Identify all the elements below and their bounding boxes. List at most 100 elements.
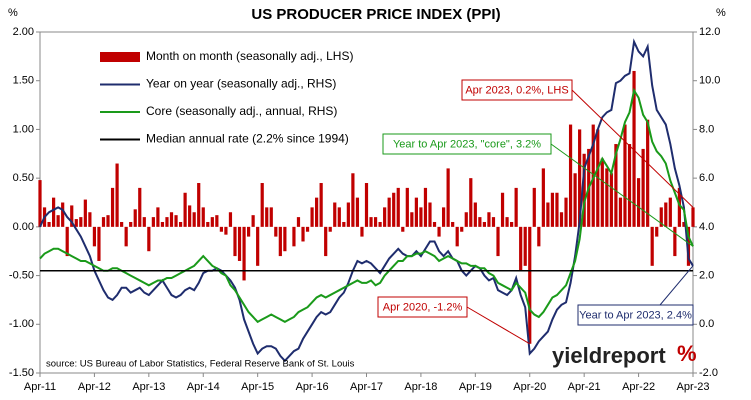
y-tick-label: 1.00 (13, 123, 34, 135)
y-tick-label: 0.50 (13, 172, 34, 184)
legend-swatch (100, 52, 140, 62)
bar (210, 217, 214, 227)
bar (92, 226, 97, 247)
bar (528, 226, 532, 344)
bar (124, 226, 128, 247)
x-tick-label: Apr-22 (622, 381, 655, 393)
bar (387, 197, 391, 227)
bar (564, 197, 568, 227)
bar (183, 192, 187, 227)
bar (246, 226, 251, 237)
bar (156, 207, 160, 227)
bar (464, 212, 468, 227)
annotation-connector (571, 89, 694, 208)
bar (47, 221, 51, 227)
line (39, 87, 694, 324)
bar (133, 209, 137, 227)
bar (373, 217, 378, 227)
bar (242, 226, 246, 281)
bar (600, 158, 604, 227)
bar (559, 212, 564, 227)
legend-label: Month on month (seasonally adj., LHS) (146, 49, 353, 63)
bar (169, 212, 174, 227)
bar (224, 226, 228, 235)
y-tick-label: -0.50 (9, 269, 34, 281)
bar (650, 226, 654, 266)
bar (405, 187, 409, 227)
y2-tick-label: 10.0 (699, 75, 720, 87)
annotation-box (377, 296, 468, 318)
bar (296, 217, 301, 227)
bar (333, 202, 337, 227)
source-note: source: US Bureau of Labor Statistics, F… (46, 359, 355, 370)
bar (369, 217, 373, 227)
bar (251, 215, 255, 227)
bar (292, 226, 296, 247)
y2-tick-label: 6.0 (699, 172, 714, 184)
y-tick-label: -1.00 (9, 318, 34, 330)
bar (165, 217, 169, 227)
y2-tick-label: 0.0 (699, 318, 714, 330)
bar (188, 205, 192, 227)
bar (83, 199, 87, 227)
bar (478, 217, 482, 227)
bar (260, 183, 264, 227)
bar (623, 124, 627, 227)
brand-mark: % (677, 341, 697, 366)
bar (355, 197, 360, 227)
bar (419, 207, 423, 227)
x-tick-label: Apr-23 (676, 381, 709, 393)
bar (614, 144, 618, 227)
y-unit: % (8, 7, 18, 19)
x-tick-label: Apr-20 (513, 381, 546, 393)
annotation-text: Year to Apr 2023, 2.4% (579, 309, 692, 321)
bar (514, 187, 518, 227)
x-tick-label: Apr-21 (568, 381, 601, 393)
bar (256, 226, 260, 266)
bar (61, 202, 65, 227)
bar (460, 226, 464, 232)
y2-tick-label: -2.0 (699, 367, 718, 379)
bar (401, 226, 405, 232)
bar (482, 221, 487, 227)
x-tick-label: Apr-16 (296, 381, 329, 393)
y-tick-label: 1.50 (13, 75, 34, 87)
bar (655, 226, 659, 237)
bar (541, 168, 545, 227)
y2-tick-label: 4.0 (699, 221, 714, 233)
bar (568, 124, 573, 227)
bar (573, 173, 577, 227)
bar (383, 207, 387, 227)
bar (192, 212, 196, 227)
bar (686, 226, 691, 266)
y2-tick-label: 8.0 (699, 123, 714, 135)
bar (351, 173, 355, 227)
bar (283, 226, 287, 252)
annotation-text: Apr 2023, 0.2%, LHS (465, 84, 568, 96)
bar (392, 192, 396, 227)
bar (129, 221, 133, 227)
bar (664, 202, 668, 227)
bar (147, 226, 151, 252)
bar (38, 180, 42, 227)
bar (101, 217, 106, 227)
bar (142, 217, 146, 227)
bar (201, 207, 205, 227)
y2-tick-label: 2.0 (699, 269, 714, 281)
x-tick-label: Apr-18 (404, 381, 437, 393)
bar (451, 221, 455, 227)
bar (396, 187, 400, 227)
bar (609, 173, 613, 227)
x-tick-label: Apr-14 (187, 381, 220, 393)
bar (555, 192, 559, 227)
bar (523, 226, 527, 266)
bar (546, 202, 550, 227)
bar (591, 124, 595, 227)
bar (537, 226, 541, 247)
bar (310, 207, 314, 227)
bar (532, 187, 536, 227)
bar (487, 212, 491, 227)
y-tick-label: -1.50 (9, 367, 34, 379)
bar (618, 197, 623, 227)
